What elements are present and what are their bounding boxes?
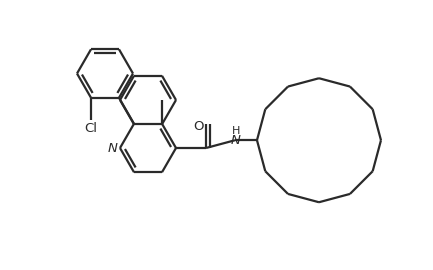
Text: Cl: Cl <box>84 122 97 135</box>
Text: H: H <box>232 126 240 136</box>
Text: O: O <box>193 120 203 133</box>
Text: N: N <box>231 134 241 147</box>
Text: N: N <box>108 141 118 154</box>
